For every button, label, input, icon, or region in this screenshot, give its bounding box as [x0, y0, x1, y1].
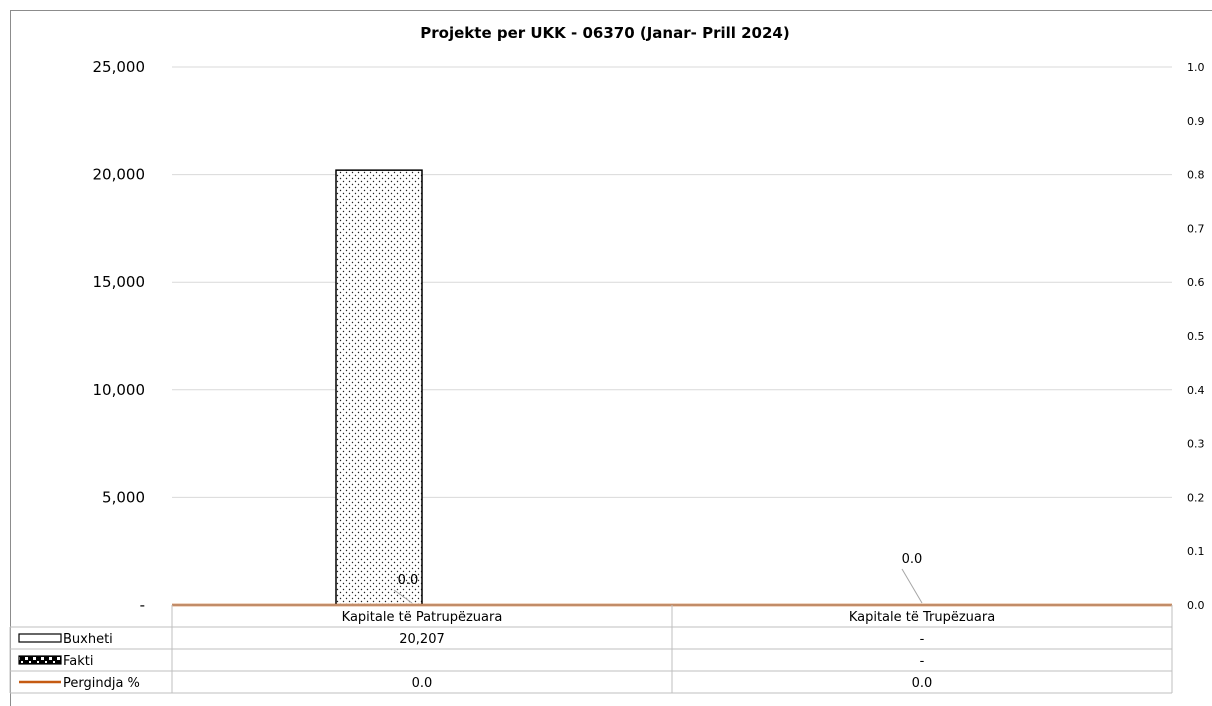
- legend-label: Buxheti: [63, 632, 113, 647]
- y-tick-label: -: [140, 596, 145, 614]
- y2-tick-label: 0.7: [1187, 222, 1205, 235]
- data-label-leader: [901, 568, 923, 604]
- y2-tick-label: 0.0: [1187, 599, 1205, 612]
- y2-axis-ticks: 0.0 0.1 0.2 0.3 0.4 0.5 0.6 0.7 0.8 0.9 1.0: [1187, 61, 1205, 612]
- category-label: Kapitale të Patrupëzuara: [342, 610, 503, 625]
- y2-tick-label: 0.4: [1187, 384, 1205, 397]
- table-cell: -: [920, 654, 925, 669]
- bars: [335, 169, 423, 606]
- chart-frame: [10, 10, 1212, 706]
- y-tick-label: 10,000: [93, 381, 146, 399]
- data-table: Kapitale të Patrupëzuara Kapitale të Trup…: [9, 604, 1173, 694]
- bar-buxheti: [335, 169, 423, 606]
- legend-label: Pergindja %: [63, 676, 140, 691]
- y2-tick-label: 0.5: [1187, 330, 1205, 343]
- chart-title: Projekte per UKK - 06370 (Janar- Prill 2…: [420, 24, 789, 42]
- legend-key-fakti: [18, 655, 62, 665]
- data-label: 0.0: [398, 573, 419, 588]
- percentage-line: 0.0 0.0: [172, 552, 1172, 607]
- y-tick-label: 15,000: [93, 273, 146, 291]
- y-tick-label: 5,000: [102, 488, 145, 506]
- table-cell: -: [920, 632, 925, 647]
- y2-tick-label: 0.2: [1187, 491, 1205, 504]
- y2-tick-label: 1.0: [1187, 61, 1205, 74]
- y2-tick-label: 0.6: [1187, 276, 1205, 289]
- y2-tick-label: 0.1: [1187, 545, 1205, 558]
- y-tick-label: 25,000: [93, 58, 146, 76]
- table-cell: 20,207: [399, 632, 445, 647]
- table-cell: 0.0: [412, 676, 433, 691]
- data-label-leader: [393, 589, 413, 604]
- y2-tick-label: 0.8: [1187, 169, 1205, 182]
- y2-tick-label: 0.9: [1187, 115, 1205, 128]
- y-tick-label: 20,000: [93, 166, 146, 184]
- y-axis-ticks: - 5,000 10,000 15,000 20,000 25,000: [93, 58, 146, 614]
- y2-tick-label: 0.3: [1187, 438, 1205, 451]
- legend-key-buxheti: [18, 633, 62, 643]
- gridlines: [172, 66, 1172, 498]
- category-label: Kapitale të Trupëzuara: [849, 610, 995, 625]
- data-label: 0.0: [902, 552, 923, 567]
- legend-label: Fakti: [63, 654, 94, 669]
- table-cell: 0.0: [912, 676, 933, 691]
